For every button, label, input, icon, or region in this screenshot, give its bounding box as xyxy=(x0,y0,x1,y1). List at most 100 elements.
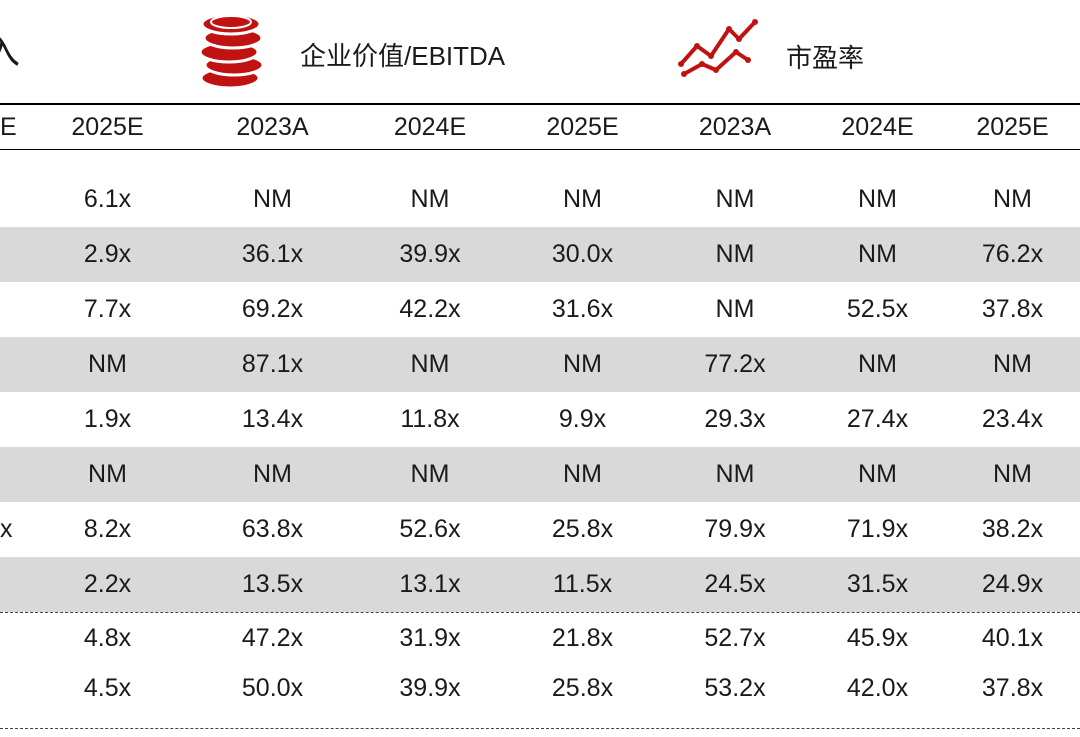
bottom-dashed-border xyxy=(0,728,1080,729)
table-cell: NM xyxy=(993,350,1032,378)
table-cell: 40.1x xyxy=(981,623,1044,652)
table-cell: 50.0x xyxy=(241,673,304,702)
table-cell: 9.9x xyxy=(558,405,607,433)
table-cell: 63.8x xyxy=(241,515,304,543)
table-cell: NM xyxy=(563,460,602,488)
table-cell: 11.5x xyxy=(552,570,613,598)
table-cell: 87.1x xyxy=(241,350,304,378)
dashed-divider xyxy=(0,612,1080,613)
table-cell: 45.9x xyxy=(846,623,909,652)
ev-ebitda-label: 企业价值/EBITDA xyxy=(300,41,506,71)
table-cell: 76.2x xyxy=(981,240,1044,268)
table-cell: 36.1x xyxy=(241,240,304,268)
table-cell: 69.2x xyxy=(241,295,304,323)
table-header-row: E 2025E 2023A 2024E 2025E 2023A 2024E 20… xyxy=(0,103,1080,150)
table-cell: NM xyxy=(563,350,602,378)
header-cell: 2024E xyxy=(841,112,914,141)
table-cell: 42.2x xyxy=(399,295,461,323)
table-cell: NM xyxy=(993,460,1032,488)
header-cell: 2024E xyxy=(393,112,467,141)
table-cell: 29.3x xyxy=(704,405,766,433)
table-cell: NM xyxy=(88,460,127,488)
table-cell: 13.5x xyxy=(241,570,304,598)
table-cell: 37.8x xyxy=(981,673,1044,702)
table-cell: 24.9x xyxy=(981,570,1044,598)
table-legend: 入 企业价值/EBITDA xyxy=(0,0,1080,103)
table-cell: NM xyxy=(253,185,292,213)
table-cell: NM xyxy=(858,185,897,213)
table-cell: NM xyxy=(993,185,1032,213)
table-cell: 39.9x xyxy=(399,673,461,702)
table-row: 2.9x 36.1x 39.9x 30.0x NM NM 76.2x xyxy=(0,227,1080,282)
table-cell: 8.2x xyxy=(83,515,132,543)
table-cell: 31.9x xyxy=(399,623,461,652)
table-cell: 53.2x xyxy=(704,673,766,702)
table-cell: x xyxy=(0,515,13,543)
table-cell: 52.6x xyxy=(399,515,461,543)
table-cell: 4.5x xyxy=(83,673,132,702)
table-row: 6.1x NM NM NM NM NM NM xyxy=(0,172,1080,227)
table-cell: 23.4x xyxy=(981,405,1044,433)
header-gap xyxy=(0,150,1080,172)
table-cell: 42.0x xyxy=(846,673,909,702)
table-cell: 24.5x xyxy=(704,570,766,598)
table-row: 2.2x 13.5x 13.1x 11.5x 24.5x 31.5x 24.9x xyxy=(0,557,1080,612)
table-cell: NM xyxy=(715,185,755,213)
table-cell: NM xyxy=(88,350,127,378)
table-cell: NM xyxy=(563,185,602,213)
table-cell: 37.8x xyxy=(981,295,1044,323)
table-cell: 39.9x xyxy=(399,240,461,268)
table-cell: 52.5x xyxy=(846,295,909,323)
table-cell: 11.8x xyxy=(400,405,460,433)
summary-row: 4.5x 50.0x 39.9x 25.8x 53.2x 42.0x 37.8x xyxy=(0,663,1080,713)
header-cell: 2023A xyxy=(236,112,309,141)
table-row: 1.9x 13.4x 11.8x 9.9x 29.3x 27.4x 23.4x xyxy=(0,392,1080,447)
table-cell: 7.7x xyxy=(83,295,132,323)
table-cell: NM xyxy=(410,460,450,488)
table-cell: NM xyxy=(858,350,897,378)
table-row: 7.7x 69.2x 42.2x 31.6x NM 52.5x 37.8x xyxy=(0,282,1080,337)
table-cell: 31.5x xyxy=(846,570,909,598)
table-cell: 30.0x xyxy=(551,240,614,268)
table-cell: 13.4x xyxy=(241,405,304,433)
table-row: x 8.2x 63.8x 52.6x 25.8x 79.9x 71.9x 38.… xyxy=(0,502,1080,557)
table-cell: NM xyxy=(715,295,755,323)
table-cell: 25.8x xyxy=(551,515,614,543)
table-cell: 71.9x xyxy=(846,515,909,543)
table-cell: 47.2x xyxy=(241,623,304,652)
table-cell: NM xyxy=(715,460,755,488)
pe-ratio-label: 市盈率 xyxy=(786,43,865,73)
table-cell: NM xyxy=(410,185,450,213)
cropped-left-group-label: 入 xyxy=(0,30,21,71)
table-row: NM NM NM NM NM NM NM xyxy=(0,447,1080,502)
header-cell: 2023A xyxy=(698,112,772,141)
coin-stack-icon xyxy=(196,8,268,92)
table-cell: 2.2x xyxy=(83,570,132,598)
table-cell: NM xyxy=(253,460,292,488)
table-cell: 4.8x xyxy=(83,623,132,652)
table-cell: NM xyxy=(410,350,450,378)
table-cell: 27.4x xyxy=(846,405,909,433)
table-cell: 6.1x xyxy=(83,185,132,213)
table-cell: NM xyxy=(858,460,897,488)
line-chart-icon xyxy=(676,16,760,78)
table-cell: NM xyxy=(715,240,755,268)
table-cell: 2.9x xyxy=(83,240,132,268)
table-cell: 38.2x xyxy=(981,515,1044,543)
table-cell: 31.6x xyxy=(551,295,614,323)
table-cell: 1.9x xyxy=(83,405,132,433)
table-cell: 21.8x xyxy=(551,623,614,652)
table-cell: 25.8x xyxy=(551,673,614,702)
table-cell: 79.9x xyxy=(704,515,766,543)
valuation-table: E 2025E 2023A 2024E 2025E 2023A 2024E 20… xyxy=(0,103,1080,729)
summary-row: 4.8x 47.2x 31.9x 21.8x 52.7x 45.9x 40.1x xyxy=(0,613,1080,663)
table-row: NM 87.1x NM NM 77.2x NM NM xyxy=(0,337,1080,392)
table-cell: 77.2x xyxy=(704,350,766,378)
header-cell: 2025E xyxy=(546,112,619,141)
header-cell: E xyxy=(0,112,17,141)
table-cell: 52.7x xyxy=(704,623,766,652)
table-cell: 13.1x xyxy=(399,570,461,598)
header-cell: 2025E xyxy=(976,112,1049,141)
table-cell: NM xyxy=(858,240,897,268)
